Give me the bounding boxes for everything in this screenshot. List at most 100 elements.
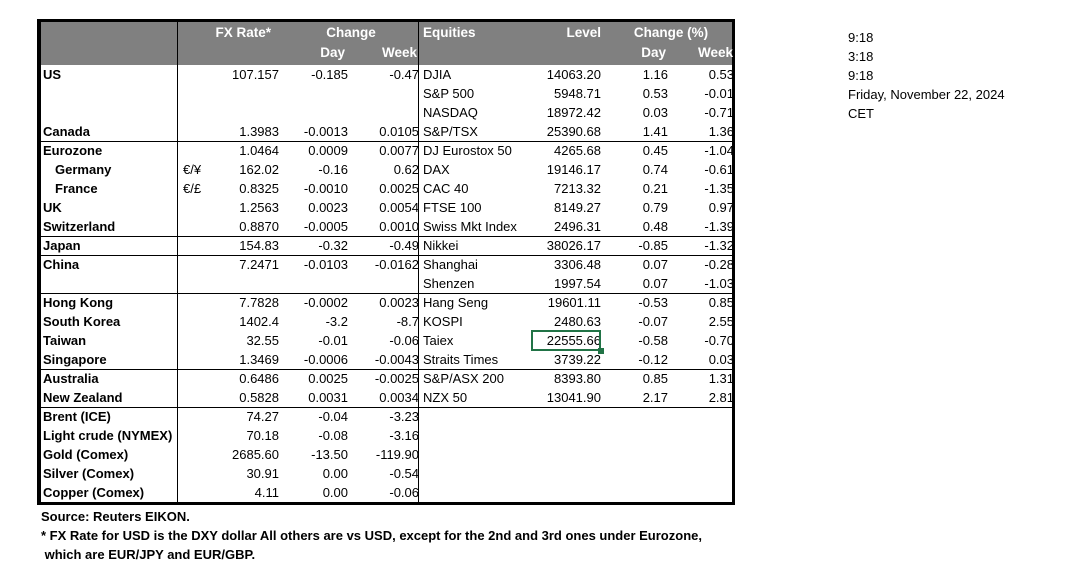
equity-change-week[interactable]: -1.32 — [704, 238, 734, 253]
equity-change-day[interactable] — [623, 426, 668, 445]
row-name[interactable]: Singapore — [43, 352, 107, 367]
row-name[interactable] — [43, 84, 179, 103]
equity-change-day[interactable] — [623, 483, 668, 502]
fx-change-week[interactable]: -3.16 — [389, 428, 419, 443]
equity-change-day[interactable]: 0.07 — [642, 276, 668, 291]
fx-change-day[interactable]: 0.0031 — [308, 390, 348, 405]
fx-change-week[interactable]: 0.0077 — [379, 143, 419, 158]
equity-level[interactable]: 19601.11 — [547, 295, 601, 310]
fx-change-day[interactable]: 0.00 — [322, 466, 348, 481]
row-name[interactable]: US — [43, 67, 62, 82]
fx-change-day[interactable] — [288, 84, 348, 103]
equity-index[interactable]: Swiss Mkt Index — [423, 219, 517, 234]
row-name[interactable]: Australia — [43, 371, 99, 386]
equity-change-day[interactable]: 0.85 — [642, 371, 668, 386]
fill-handle[interactable] — [598, 348, 604, 354]
fx-rate[interactable]: 7.7828 — [239, 295, 279, 310]
equity-change-week[interactable]: -0.28 — [704, 257, 734, 272]
row-name[interactable]: Brent (ICE) — [43, 409, 111, 424]
row-name[interactable]: Light crude (NYMEX) — [43, 428, 173, 443]
equity-level[interactable] — [513, 464, 601, 483]
fx-change-day[interactable]: -0.08 — [318, 428, 348, 443]
equity-level[interactable]: 13041.90 — [546, 390, 601, 405]
fx-change-day[interactable]: -0.185 — [311, 67, 348, 82]
fx-change-week[interactable]: -0.47 — [389, 67, 419, 82]
fx-change-day[interactable]: -0.32 — [318, 238, 348, 253]
fx-change-day[interactable]: -0.0013 — [303, 124, 348, 139]
fx-change-week[interactable] — [348, 103, 419, 122]
equity-change-week[interactable]: -1.04 — [704, 143, 734, 158]
equity-change-day[interactable]: -0.12 — [638, 352, 668, 367]
equity-level[interactable]: 8393.80 — [554, 371, 601, 386]
equity-level[interactable]: 4265.68 — [554, 143, 601, 158]
equity-change-week[interactable]: -0.61 — [704, 162, 734, 177]
equity-change-day[interactable]: 0.79 — [642, 200, 668, 215]
equity-change-day[interactable] — [623, 407, 668, 426]
row-name[interactable]: Canada — [43, 124, 90, 139]
equity-change-week[interactable] — [673, 445, 734, 464]
fx-rate[interactable]: 0.6486 — [239, 371, 279, 386]
equity-index[interactable]: S&P/ASX 200 — [423, 371, 504, 386]
currency-pair-symbol[interactable]: €/¥ — [183, 162, 202, 177]
equity-level[interactable]: 3739.22 — [554, 352, 601, 367]
selected-cell-outline[interactable] — [531, 330, 601, 351]
fx-rate[interactable]: 1.0464 — [239, 143, 279, 158]
row-name[interactable]: South Korea — [43, 314, 121, 329]
equity-change-day[interactable] — [623, 445, 668, 464]
equity-change-week[interactable]: -0.01 — [704, 86, 734, 101]
row-name[interactable]: China — [43, 257, 80, 272]
fx-change-day[interactable]: -3.2 — [325, 314, 348, 329]
fx-change-week[interactable]: 0.0105 — [379, 124, 419, 139]
equity-change-week[interactable]: -1.35 — [704, 181, 734, 196]
fx-change-week[interactable]: -0.06 — [389, 333, 419, 348]
fx-change-week[interactable]: 0.62 — [393, 162, 419, 177]
row-name[interactable]: Eurozone — [43, 143, 103, 158]
fx-change-week[interactable]: -0.0162 — [374, 257, 419, 272]
equity-index[interactable]: Taiex — [423, 333, 454, 348]
equity-level[interactable] — [513, 407, 601, 426]
equity-change-week[interactable]: -0.70 — [704, 333, 734, 348]
fx-rate[interactable] — [183, 84, 279, 103]
fx-rate[interactable] — [183, 274, 279, 293]
equity-index[interactable]: Straits Times — [423, 352, 499, 367]
row-name[interactable] — [43, 103, 179, 122]
fx-change-week[interactable]: 0.0034 — [379, 390, 419, 405]
fx-change-day[interactable]: -0.0002 — [303, 295, 348, 310]
equity-change-week[interactable] — [673, 483, 734, 502]
fx-change-week[interactable]: -0.0025 — [374, 371, 419, 386]
fx-change-week[interactable]: 0.0054 — [379, 200, 419, 215]
equity-level[interactable]: 7213.32 — [554, 181, 601, 196]
equity-index[interactable]: DJ Eurostox 50 — [423, 143, 512, 158]
row-name[interactable] — [43, 274, 179, 293]
equity-change-week[interactable]: -1.39 — [704, 219, 734, 234]
fx-rate[interactable]: 7.2471 — [239, 257, 279, 272]
fx-rate[interactable]: 1.2563 — [239, 200, 279, 215]
fx-rate[interactable]: 2685.60 — [232, 447, 279, 462]
equity-index[interactable]: CAC 40 — [423, 181, 469, 196]
row-name[interactable]: Germany — [55, 162, 112, 177]
equity-change-day[interactable]: 1.41 — [642, 124, 668, 139]
equity-change-day[interactable]: 0.53 — [642, 86, 668, 101]
equity-index[interactable]: NASDAQ — [423, 105, 478, 120]
equity-change-day[interactable]: -0.07 — [638, 314, 668, 329]
currency-pair-symbol[interactable]: €/£ — [183, 181, 202, 196]
equity-level[interactable]: 3306.48 — [554, 257, 601, 272]
equity-change-day[interactable]: 1.16 — [642, 67, 668, 82]
fx-rate[interactable] — [183, 103, 279, 122]
equity-index[interactable]: DAX — [423, 162, 450, 177]
equity-change-day[interactable]: 0.07 — [642, 257, 668, 272]
equity-change-day[interactable]: 2.17 — [642, 390, 668, 405]
fx-change-day[interactable]: 0.0023 — [308, 200, 348, 215]
equity-level[interactable]: 19146.17 — [546, 162, 601, 177]
fx-change-day[interactable]: -13.50 — [311, 447, 348, 462]
fx-rate[interactable]: 74.27 — [246, 409, 279, 424]
fx-change-week[interactable]: -0.49 — [389, 238, 419, 253]
equity-change-day[interactable]: 0.03 — [642, 105, 668, 120]
fx-rate[interactable]: 32.55 — [246, 333, 279, 348]
equity-change-day[interactable]: 0.45 — [642, 143, 668, 158]
fx-change-day[interactable]: -0.0005 — [303, 219, 348, 234]
fx-change-day[interactable]: -0.0006 — [303, 352, 348, 367]
equity-change-day[interactable]: 0.74 — [642, 162, 668, 177]
fx-change-day[interactable]: -0.16 — [318, 162, 348, 177]
equity-level[interactable]: 38026.17 — [546, 238, 601, 253]
